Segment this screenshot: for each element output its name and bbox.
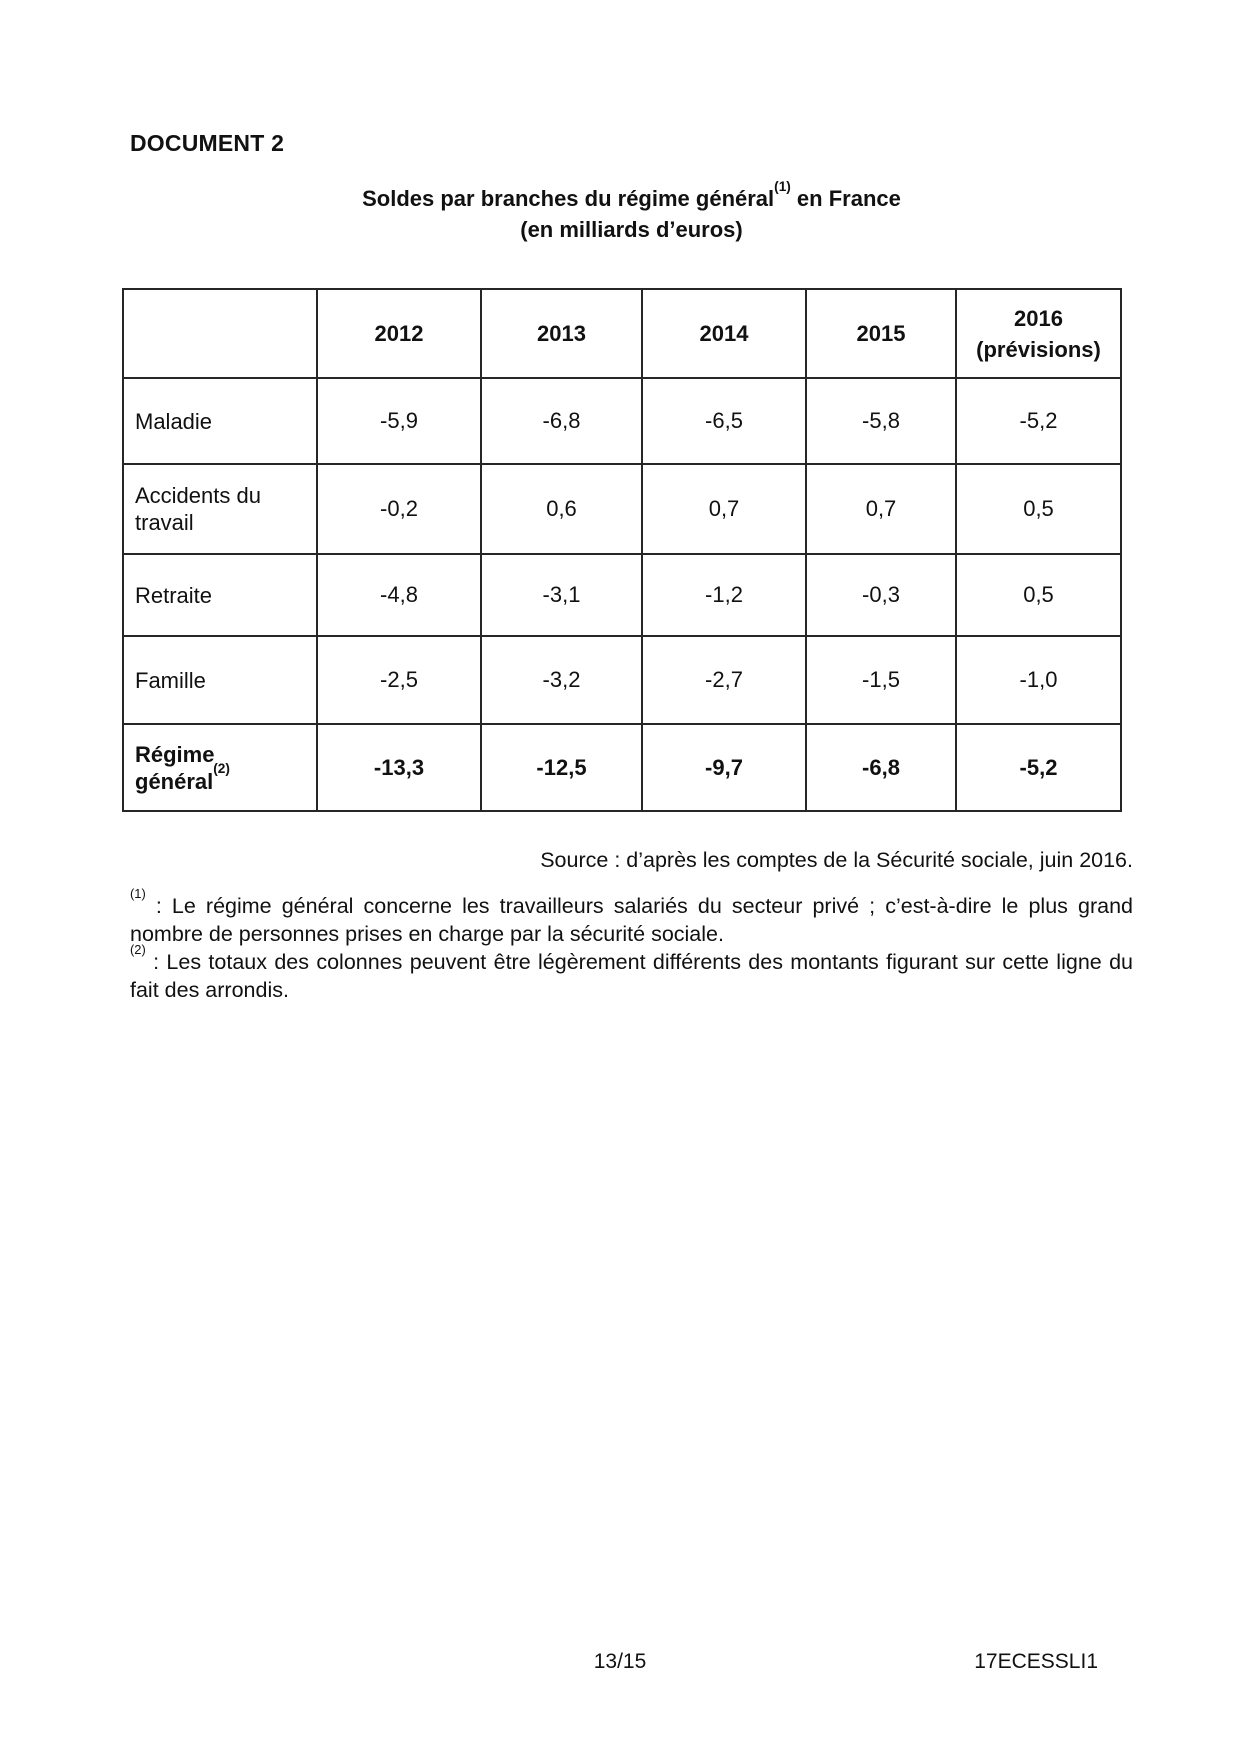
page-number: 13/15 [593,1650,647,1673]
cell-value: -2,5 [316,635,482,725]
cell-value: -1,5 [805,635,957,725]
cell-value: -5,9 [316,377,482,465]
data-table: 2012 2013 2014 2015 2016 (prévisions) Ma… [122,288,1122,812]
cell-value: -3,1 [480,553,643,637]
table-corner-cell [122,288,318,379]
row-footnote-marker: (2) [213,761,230,777]
cell-value: 0,6 [480,463,643,555]
row-label: Régime général(2) [122,723,318,812]
cell-value: -4,8 [316,553,482,637]
cell-value: -6,8 [805,723,957,812]
cell-value: -3,2 [480,635,643,725]
cell-value: -5,2 [955,723,1122,812]
cell-value: -5,2 [955,377,1122,465]
source-note: Source : d’après les comptes de la Sécur… [540,848,1133,872]
table-row-retraite: Retraite -4,8 -3,1 -1,2 -0,3 0,5 [122,553,1122,637]
header-row: 2012 2013 2014 2015 2016 (prévisions) [122,288,1122,379]
row-label: Retraite [122,553,318,637]
footnote-1-text: : Le régime général concerne les travail… [130,894,1133,946]
cell-value: -0,3 [805,553,957,637]
column-header-2012: 2012 [316,288,482,379]
column-header-2015: 2015 [805,288,957,379]
column-header-2014: 2014 [641,288,807,379]
cell-value: -0,2 [316,463,482,555]
column-header-2016-previsions: 2016 (prévisions) [955,288,1122,379]
footnote-2-marker: (2) [130,942,146,958]
row-label: Maladie [122,377,318,465]
table-row-accidents-du-travail: Accidents du travail -0,2 0,6 0,7 0,7 0,… [122,463,1122,555]
footnote-1-marker: (1) [130,886,146,902]
cell-value: -2,7 [641,635,807,725]
title-subtitle: (en milliards d’euros) [520,217,743,242]
cell-value: -1,2 [641,553,807,637]
cell-value: -12,5 [480,723,643,812]
cell-value: -6,5 [641,377,807,465]
cell-value: -1,0 [955,635,1122,725]
table-row-maladie: Maladie -5,9 -6,8 -6,5 -5,8 -5,2 [122,377,1122,465]
table-row-famille: Famille -2,5 -3,2 -2,7 -1,5 -1,0 [122,635,1122,725]
cell-value: 0,7 [641,463,807,555]
cell-value: -5,8 [805,377,957,465]
cell-value: 0,5 [955,553,1122,637]
cell-value: -6,8 [480,377,643,465]
cell-value: -13,3 [316,723,482,812]
row-label: Accidents du travail [122,463,318,555]
footnote-2: (2) : Les totaux des colonnes peuvent êt… [130,943,1133,1004]
document-label: DOCUMENT 2 [130,130,285,156]
title-suffix: en France [790,186,901,211]
title-main: Soldes par branches du régime général [362,186,775,211]
table-row-regime-general: Régime général(2) -13,3 -12,5 -9,7 -6,8 … [122,723,1122,812]
title-footnote-marker: (1) [774,178,791,194]
footnote-2-text: : Les totaux des colonnes peuvent être l… [130,950,1133,1002]
footnotes: (1) : Le régime général concerne les tra… [130,887,1133,1004]
footnote-1: (1) : Le régime général concerne les tra… [130,887,1133,948]
row-label: Famille [122,635,318,725]
column-header-2013: 2013 [480,288,643,379]
cell-value: 0,7 [805,463,957,555]
column-header-2016-note: (prévisions) [976,336,1101,362]
column-header-2016-year: 2016 [1014,305,1063,331]
row-label-text: Régime général [135,741,215,794]
cell-value: 0,5 [955,463,1122,555]
cell-value: -9,7 [641,723,807,812]
document-code: 17ECESSLI1 [974,1650,1098,1673]
table-title: Soldes par branches du régime général(1)… [130,180,1133,245]
